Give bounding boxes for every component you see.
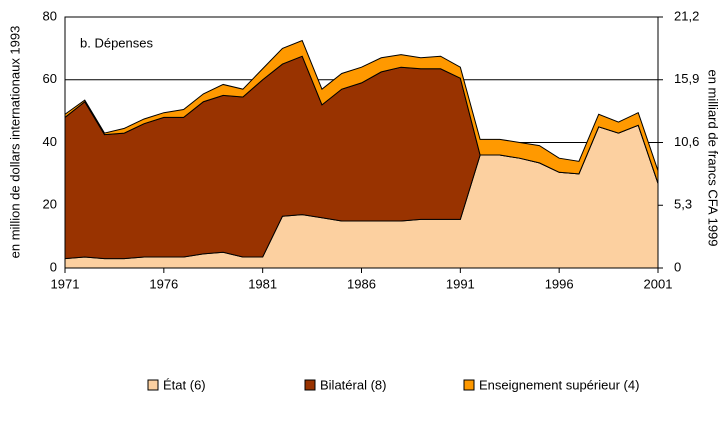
- legend-swatch: [304, 379, 316, 391]
- y2-tick-label: 0: [674, 259, 681, 274]
- x-tick-label: 1981: [248, 276, 277, 291]
- legend-swatch: [463, 379, 475, 391]
- y2-tick-label: 5,3: [674, 197, 692, 212]
- x-tick-label: 2001: [644, 276, 673, 291]
- legend-swatch: [147, 379, 159, 391]
- y-tick-label: 80: [43, 8, 57, 23]
- legend-label: État (6): [163, 377, 206, 392]
- chart-title: b. Dépenses: [80, 35, 153, 50]
- y-tick-label: 20: [43, 197, 57, 212]
- y2-tick-label: 15,9: [674, 71, 699, 86]
- y-tick-label: 40: [43, 134, 57, 149]
- x-tick-label: 1991: [446, 276, 475, 291]
- y-tick-label: 60: [43, 71, 57, 86]
- x-tick-label: 1986: [347, 276, 376, 291]
- x-tick-label: 1996: [545, 276, 574, 291]
- y2-tick-label: 10,6: [674, 134, 699, 149]
- plot-frame: [64, 16, 659, 269]
- legend-label: Enseignement supérieur (4): [479, 377, 639, 392]
- y-axis-label: en million de dollars internationaux 199…: [7, 26, 22, 259]
- y2-axis-label: en milliard de francs CFA 1999: [706, 69, 721, 246]
- y2-tick-label: 21,2: [674, 8, 699, 23]
- legend-label: Bilatéral (8): [320, 377, 386, 392]
- y-tick-label: 0: [50, 259, 57, 274]
- x-tick-label: 1976: [149, 276, 178, 291]
- x-tick-label: 1971: [51, 276, 80, 291]
